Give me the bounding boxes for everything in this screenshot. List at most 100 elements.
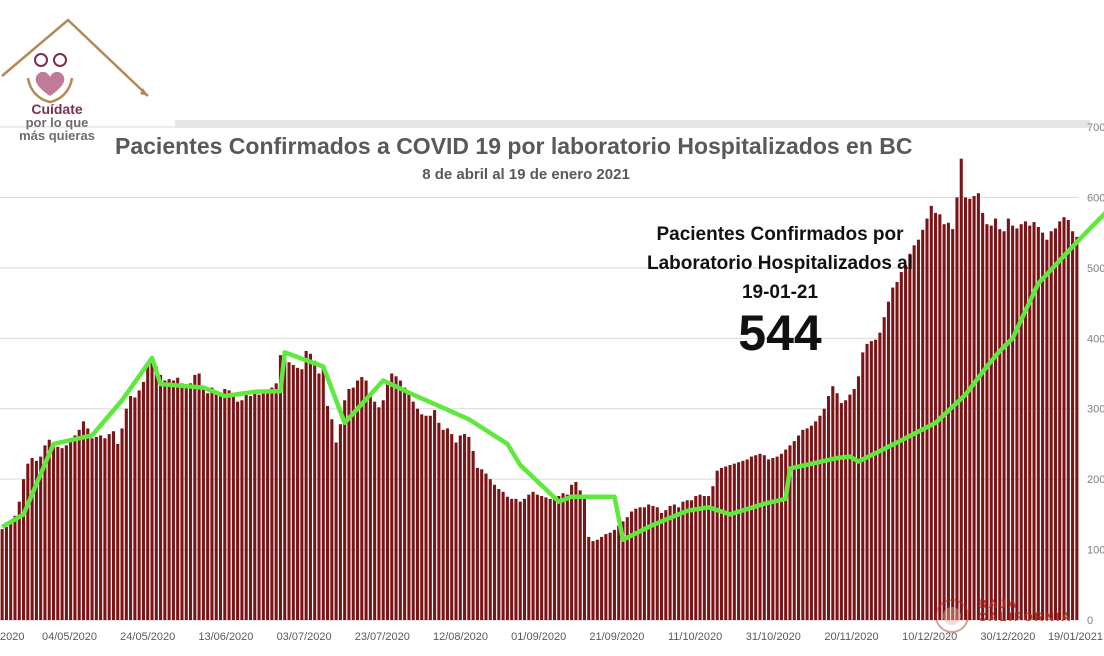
x-tick-label: 30/12/2020	[980, 631, 1035, 643]
x-axis-ticks: 2020 04/05/2020 24/05/2020 13/06/2020 03/07/…	[0, 631, 1103, 643]
bar	[826, 396, 831, 620]
bar	[993, 218, 998, 621]
bar	[1049, 231, 1053, 620]
bar	[167, 379, 171, 620]
bar	[685, 500, 689, 620]
bar	[30, 458, 34, 620]
logo-line-2: por lo que	[25, 115, 89, 130]
bar	[608, 532, 612, 620]
x-tick-label: 24/05/2020	[120, 631, 175, 643]
y-tick-label: 600	[1087, 192, 1104, 204]
bar	[711, 486, 715, 620]
bar	[985, 224, 989, 621]
bar	[659, 512, 664, 620]
bar	[351, 387, 355, 620]
bar	[150, 358, 154, 620]
bar	[463, 434, 467, 620]
bar	[904, 265, 908, 620]
trend-line	[0, 211, 1104, 542]
bar	[548, 498, 552, 620]
bar	[505, 496, 509, 620]
bar	[899, 272, 903, 620]
x-tick-label: 21/09/2020	[589, 631, 644, 643]
state-seal-icon	[935, 599, 969, 633]
bar	[111, 431, 116, 620]
bar	[94, 436, 98, 620]
bar	[116, 443, 120, 620]
bar	[844, 400, 848, 620]
bar	[381, 400, 385, 620]
x-tick-label: 13/06/2020	[198, 631, 253, 643]
x-tick-label: 12/08/2020	[433, 631, 488, 643]
title-band	[175, 120, 1090, 128]
bar	[878, 332, 882, 620]
bar	[420, 414, 424, 620]
callout-line-3: 19-01-21	[741, 282, 819, 303]
bar	[184, 387, 188, 620]
bar	[578, 490, 582, 620]
bar	[236, 401, 240, 620]
logo-line-3: más quieras	[19, 128, 95, 143]
bar	[154, 366, 158, 620]
callout-label: Pacientes Confirmados por Laboratorio Ho…	[630, 220, 930, 307]
bar	[797, 435, 801, 620]
bar	[1028, 225, 1032, 620]
bar	[171, 380, 175, 620]
bar	[1002, 231, 1006, 620]
bar	[531, 491, 535, 620]
bar	[9, 522, 13, 620]
bar	[4, 527, 8, 620]
bar	[283, 359, 287, 620]
bar	[959, 158, 963, 620]
bar	[377, 407, 381, 620]
bar	[779, 453, 783, 620]
bar	[771, 458, 775, 620]
bar	[385, 380, 390, 620]
bar	[934, 212, 938, 620]
bar	[698, 494, 702, 620]
bar	[818, 415, 822, 620]
bar	[668, 505, 672, 620]
bar	[968, 198, 972, 620]
bar	[612, 529, 616, 620]
bar	[176, 377, 180, 620]
bar	[754, 455, 758, 620]
bar	[398, 380, 402, 620]
bar	[1023, 221, 1028, 621]
bar	[634, 508, 638, 620]
bar	[81, 421, 86, 620]
bar	[274, 383, 278, 620]
bar	[856, 376, 861, 620]
home-heart-icon	[1, 18, 149, 104]
x-tick-label: 2020	[0, 631, 24, 643]
bar	[291, 365, 295, 620]
bar	[304, 350, 308, 620]
bar	[407, 393, 411, 620]
y-tick-label: 700	[1087, 122, 1104, 134]
bar	[159, 374, 163, 620]
bar	[214, 393, 218, 620]
bar	[1011, 225, 1015, 620]
bar	[1075, 236, 1079, 620]
bar	[287, 362, 291, 620]
bar	[445, 428, 449, 620]
bar	[137, 390, 141, 620]
bar	[248, 396, 253, 620]
bar	[373, 401, 377, 620]
bar	[368, 394, 372, 620]
bar	[497, 489, 501, 620]
bar	[197, 373, 201, 620]
bar	[861, 352, 865, 620]
bar	[865, 343, 869, 620]
bar	[694, 496, 698, 620]
bar	[13, 515, 17, 620]
bar	[625, 517, 629, 620]
bar	[617, 525, 621, 620]
bar	[595, 539, 599, 620]
bar	[39, 456, 43, 620]
bar	[929, 205, 933, 620]
bar	[338, 424, 342, 620]
bar	[647, 504, 651, 620]
bar	[809, 425, 813, 620]
bar	[390, 373, 394, 620]
